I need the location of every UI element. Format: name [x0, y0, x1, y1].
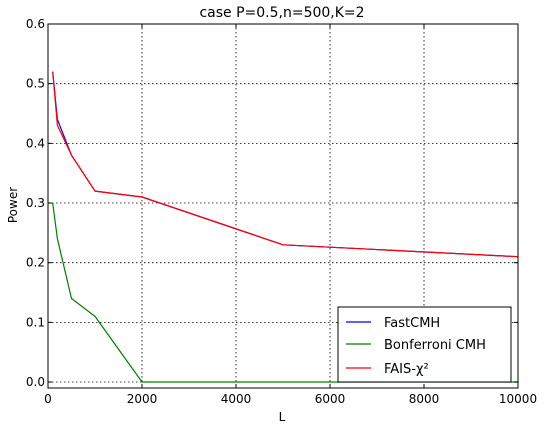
x-tick-label: 10000	[499, 392, 537, 406]
x-tick-label: 0	[44, 392, 52, 406]
legend-label-fais-chi2: FAIS-χ²	[384, 362, 429, 377]
y-tick-label: 0.0	[26, 375, 45, 389]
chart-title: case P=0.5,n=500,K=2	[199, 5, 364, 21]
y-tick-label: 0.4	[26, 136, 45, 150]
series-line-fais	[52, 71, 519, 258]
y-axis-label: Power	[6, 187, 20, 223]
series-line-fastcmh	[52, 71, 519, 258]
series-line-bonferroni-cmh	[52, 202, 518, 383]
y-tick-label: 0.1	[26, 315, 45, 329]
x-tick-label: 4000	[221, 392, 252, 406]
series-layer	[52, 71, 519, 383]
legend-label-fastcmh: FastCMH	[384, 316, 440, 331]
legend: FastCMH Bonferroni CMH FAIS-χ²	[337, 306, 512, 383]
grid-lines	[48, 23, 518, 388]
y-tick-label: 0.3	[26, 196, 45, 210]
axis-ticks	[47, 23, 519, 388]
y-tick-label: 0.5	[26, 77, 45, 91]
plot-area	[47, 23, 519, 389]
y-tick-label: 0.2	[26, 256, 45, 270]
axis-tick-labels: 0 2000 4000 6000 8000 10000 0.0 0.1 0.2 0.3 0.4 0.5…	[26, 17, 537, 406]
y-tick-label: 0.6	[26, 17, 45, 31]
x-tick-label: 6000	[315, 392, 346, 406]
x-tick-label: 8000	[409, 392, 440, 406]
legend-label-bonferroni-cmh: Bonferroni CMH	[384, 338, 486, 353]
x-axis-label: L	[279, 410, 286, 424]
x-tick-label: 2000	[127, 392, 158, 406]
